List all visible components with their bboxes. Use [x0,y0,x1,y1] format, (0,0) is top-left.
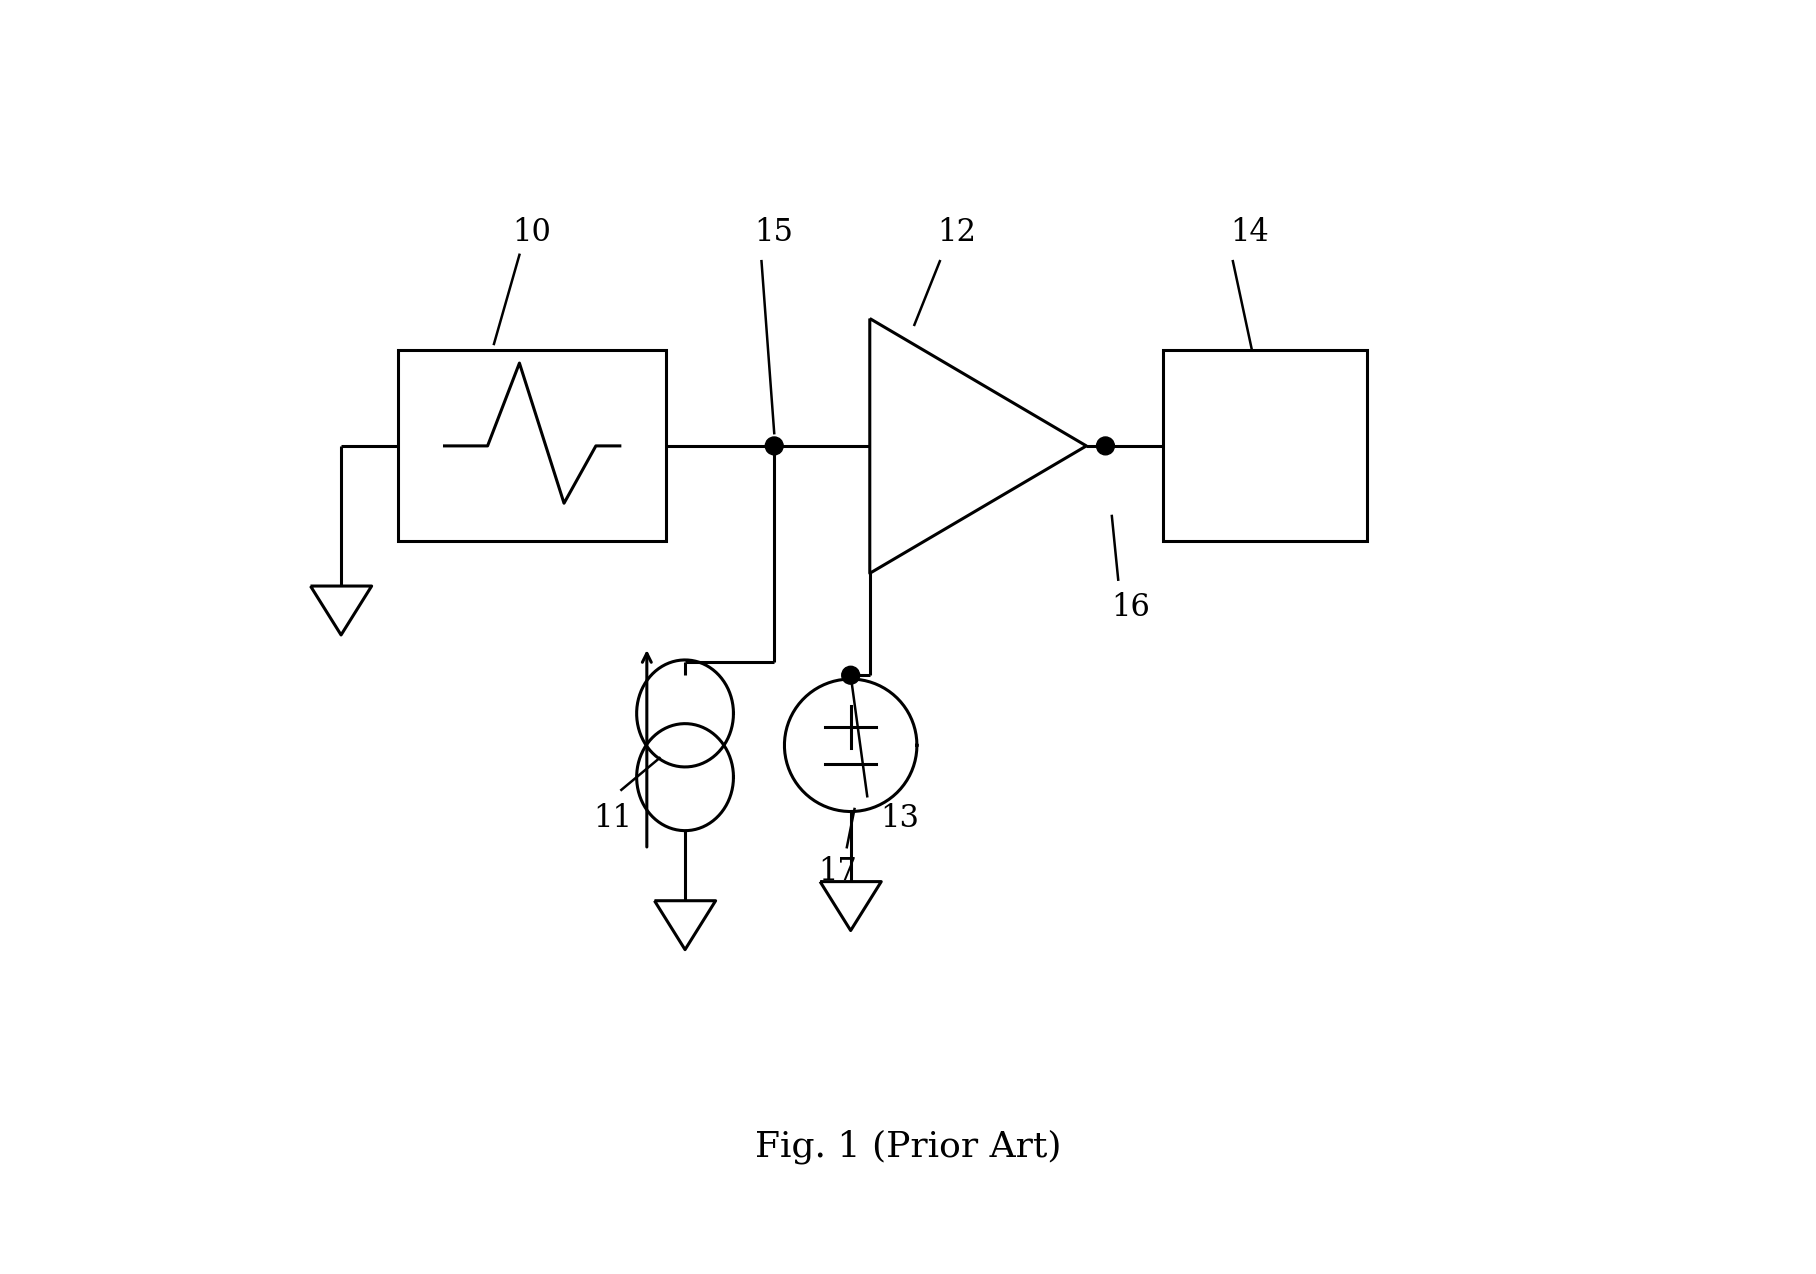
Text: 15: 15 [755,218,794,248]
Text: 17: 17 [819,856,857,887]
Text: 10: 10 [512,218,552,248]
Text: 14: 14 [1229,218,1269,248]
Text: Fig. 1 (Prior Art): Fig. 1 (Prior Art) [755,1129,1061,1164]
Circle shape [1097,437,1115,455]
Circle shape [843,666,859,684]
Bar [398,350,666,541]
Text: 16: 16 [1111,592,1150,623]
Circle shape [765,437,783,455]
Text: 12: 12 [937,218,975,248]
Text: 11: 11 [594,803,632,833]
Text: 13: 13 [881,803,919,833]
Bar [1162,350,1367,541]
